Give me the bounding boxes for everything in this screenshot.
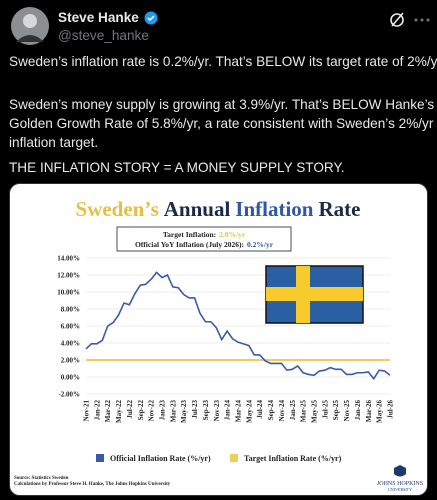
avatar-body bbox=[16, 35, 44, 42]
legend-swatch bbox=[96, 454, 104, 462]
source: Calculations by Professor Steve H. Hanke… bbox=[14, 482, 171, 487]
legend-label: Official Inflation Rate (%/yr) bbox=[110, 454, 211, 463]
tweet-text: Sweden’s money supply is growing at 3.9%… bbox=[9, 97, 434, 112]
more-icon[interactable] bbox=[414, 18, 430, 22]
x-tick-label: Sep-22 bbox=[137, 400, 145, 421]
y-tick-label: 14.00% bbox=[57, 255, 80, 263]
title-word: Rate bbox=[318, 197, 360, 221]
title-word: Sweden’s bbox=[76, 197, 159, 221]
y-tick-label: 8.00% bbox=[61, 306, 80, 314]
dot bbox=[414, 18, 418, 22]
x-tick-label: Jan-26 bbox=[354, 400, 362, 421]
x-tick-label: Jul-25 bbox=[321, 400, 329, 419]
x-tick-label: Nov-21 bbox=[83, 400, 91, 422]
tweet-text: inflation target. bbox=[9, 135, 98, 150]
source: Source: Statistics Sweden bbox=[14, 476, 69, 481]
x-tick-label: Nov-22 bbox=[148, 400, 156, 422]
y-tick-label: 6.00% bbox=[61, 323, 80, 331]
x-tick-label: Mar-24 bbox=[235, 400, 243, 423]
x-tick-label: Nov-23 bbox=[213, 400, 221, 422]
tweet-text: Golden Growth Rate of 5.8%/yr, a rate co… bbox=[9, 116, 434, 131]
x-tick-label: Jul-23 bbox=[191, 400, 199, 419]
dot bbox=[426, 18, 430, 22]
flag-cross bbox=[266, 287, 363, 301]
title-word: Annual bbox=[164, 197, 231, 221]
author-name[interactable]: Steve Hanke bbox=[58, 10, 139, 25]
x-tick-label: Sep-24 bbox=[267, 400, 275, 421]
x-tick-label: Jan-24 bbox=[224, 400, 232, 421]
x-tick-label: May-26 bbox=[376, 400, 384, 423]
y-tick-label: 10.00% bbox=[57, 289, 80, 297]
tweet-text: THE INFLATION STORY = A MONEY SUPPLY STO… bbox=[9, 160, 345, 175]
verified-check bbox=[147, 15, 155, 22]
x-tick-label: Sep-25 bbox=[332, 400, 340, 421]
annotation-label: Target Inflation: bbox=[163, 230, 216, 239]
x-tick-label: May-23 bbox=[180, 400, 188, 423]
dot bbox=[420, 18, 424, 22]
x-tick-label: May-24 bbox=[245, 400, 253, 423]
author-handle[interactable]: @steve_hanke bbox=[58, 28, 149, 43]
x-tick-label: Jan-23 bbox=[159, 400, 167, 421]
y-tick-label: 2.00% bbox=[61, 357, 80, 365]
legend-swatch bbox=[230, 454, 238, 462]
y-tick-label: 0.00% bbox=[61, 374, 80, 382]
grok-icon-ring bbox=[390, 13, 404, 27]
x-tick-label: Jan-22 bbox=[93, 400, 101, 421]
y-tick-label: 4.00% bbox=[61, 340, 80, 348]
x-tick-label: Nov-24 bbox=[278, 400, 286, 422]
x-tick-label: Mar-23 bbox=[169, 400, 177, 423]
series-line bbox=[85, 271, 391, 381]
x-tick-label: May-25 bbox=[311, 400, 319, 423]
grok-icon-slash bbox=[391, 12, 404, 27]
sweden-flag bbox=[265, 265, 364, 324]
x-tick-label: Jan-25 bbox=[289, 400, 297, 421]
annotation-label: Official YoY Inflation (July 2026): bbox=[135, 240, 244, 249]
y-tick-label: -2.00% bbox=[58, 391, 80, 399]
logo: JOHNS HOPKINS bbox=[377, 481, 423, 487]
tweet-text: Sweden’s inflation rate is 0.2%/yr. That… bbox=[9, 54, 437, 69]
x-tick-label: Jul-24 bbox=[256, 400, 264, 419]
annotation-value: 2.0%/yr bbox=[219, 230, 246, 239]
x-tick-label: Sep-23 bbox=[202, 400, 210, 421]
chart-title: Sweden’s Annual Inflation Rate bbox=[76, 197, 361, 221]
x-tick-label: Mar-25 bbox=[300, 400, 308, 423]
title-word: Inflation bbox=[235, 197, 314, 221]
x-tick-label: Jul-26 bbox=[387, 400, 395, 419]
x-tick-label: Mar-26 bbox=[365, 400, 373, 423]
logo: UNIVERSITY bbox=[388, 487, 412, 492]
logo-shield bbox=[394, 465, 406, 477]
avatar-face bbox=[23, 14, 37, 28]
chart-image[interactable] bbox=[9, 183, 428, 496]
x-tick-label: May-22 bbox=[115, 400, 123, 423]
y-tick-label: 12.00% bbox=[57, 272, 80, 280]
x-tick-label: Jul-22 bbox=[126, 400, 134, 419]
grok-icon[interactable] bbox=[390, 12, 404, 27]
annotation: Official YoY Inflation (July 2026): 0.2%/… bbox=[135, 240, 274, 249]
annotation-box bbox=[116, 226, 292, 252]
x-tick-label: Mar-22 bbox=[104, 400, 112, 423]
x-tick-label: Nov-25 bbox=[343, 400, 351, 422]
legend-label: Target Inflation Rate (%/yr) bbox=[244, 454, 342, 463]
annotation-value: 0.2%/yr bbox=[247, 240, 274, 249]
annotation: Target Inflation: 2.0%/yr bbox=[163, 230, 246, 239]
